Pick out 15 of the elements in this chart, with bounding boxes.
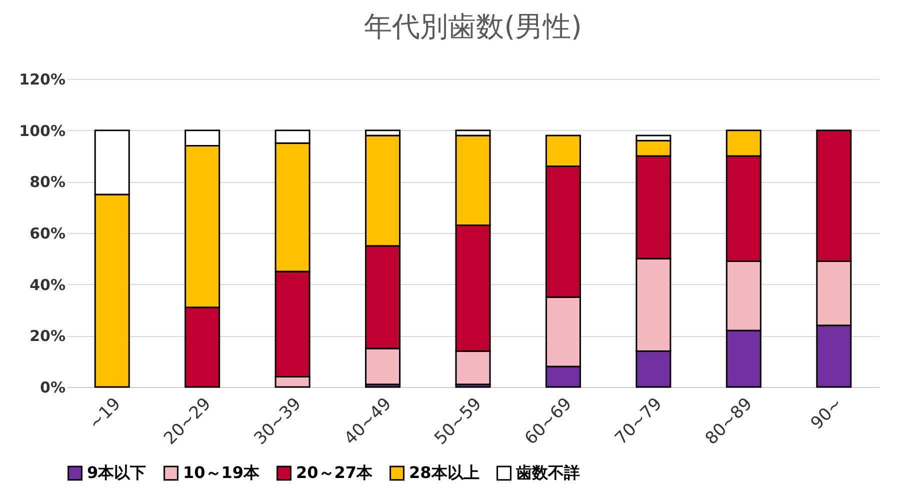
y-tick-label: 60% — [30, 224, 66, 242]
y-tick-label: 40% — [30, 276, 66, 294]
y-tick-label: 80% — [30, 173, 66, 192]
legend-label: 9本以下 — [87, 463, 146, 482]
chart-title: 年代別歯数(男性) — [364, 10, 582, 43]
y-tick-label: 120% — [19, 70, 66, 88]
y-tick-label: 100% — [19, 122, 66, 140]
legend-label: 28本以上 — [409, 463, 480, 482]
legend-label: 10～19本 — [183, 463, 261, 482]
legend-label: 20～27本 — [296, 463, 374, 482]
x-tick-label: ~19 — [85, 394, 125, 434]
y-tick-label: 20% — [30, 327, 66, 346]
legend-label: 歯数不詳 — [515, 463, 580, 482]
x-tick-label: 90~ — [807, 394, 847, 434]
y-tick-label: 0% — [40, 378, 66, 396]
